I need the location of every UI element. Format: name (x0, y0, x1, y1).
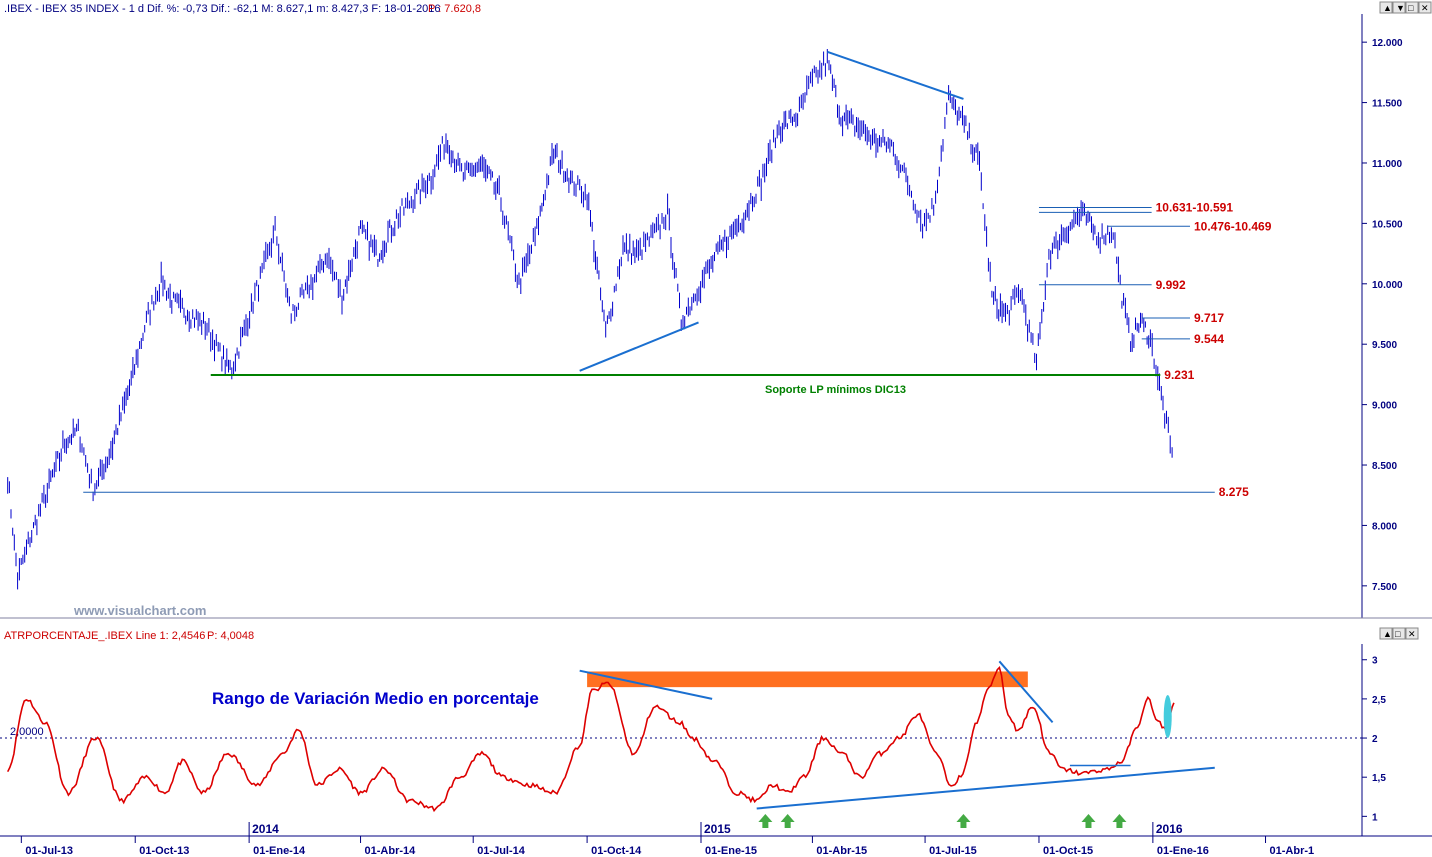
price-y-tick-label: 9.500 (1372, 340, 1397, 351)
x-axis: 01-Jul-13 01-Oct-13 01-Ene-14 01-Abr-14 01-J… (20, 822, 1315, 857)
price-y-tick-label: 8.000 (1372, 521, 1397, 532)
price-info-text: .IBEX - IBEX 35 INDEX - 1 d Dif. %: -0,7… (4, 3, 441, 15)
highlight-band (587, 671, 1028, 688)
scroll-down-button[interactable]: ▼ (1392, 1, 1406, 14)
close-icon: ✕ (1421, 3, 1429, 13)
level-label: 9.717 (1194, 311, 1224, 325)
price-y-tick-label: 12.000 (1372, 38, 1403, 49)
bottom-panel-window-buttons: ▲ □ ✕ (1379, 627, 1419, 640)
price-y-tick-label: 11.000 (1372, 159, 1402, 170)
ind-scroll-up-button[interactable]: ▲ (1379, 627, 1393, 640)
level-label: 10.631-10.591 (1156, 201, 1234, 215)
x-tick-label: 01-Oct-14 (591, 845, 642, 857)
level-label: 9.231 (1164, 368, 1194, 382)
reference-label: 2,0000 (10, 726, 44, 738)
up-arrow-icon (780, 814, 795, 828)
x-tick-label: 01-Ene-15 (705, 845, 757, 857)
top-panel-window-buttons: ▲ ▼ □ ✕ (1379, 1, 1432, 14)
ind-trendline (998, 660, 1054, 724)
scroll-up-button[interactable]: ▲ (1379, 1, 1393, 14)
ind-scroll-up-icon: ▲ (1383, 629, 1392, 639)
ind-y-tick-label: 1,5 (1372, 773, 1386, 784)
year-label: 2016 (1156, 822, 1183, 836)
x-tick-label: 01-Jul-15 (929, 845, 977, 857)
price-y-tick-label: 9.000 (1372, 401, 1397, 412)
ind-maximize-button[interactable]: □ (1392, 627, 1406, 640)
ind-trendline (579, 669, 713, 700)
x-tick-label: 01-Jul-14 (477, 845, 526, 857)
up-arrow-icon (1081, 814, 1096, 828)
indicator-header: ATRPORCENTAJE_.IBEX Line 1: 2,4546 P: 4,… (4, 630, 254, 642)
scroll-down-icon: ▼ (1396, 3, 1405, 13)
x-tick-label: 01-Abr-14 (365, 845, 417, 857)
x-tick-label: 01-Ene-16 (1157, 845, 1209, 857)
maximize-icon: □ (1408, 3, 1414, 13)
indicator-info-text: ATRPORCENTAJE_.IBEX Line 1: 2,4546 (4, 630, 205, 642)
level-label: 10.476-10.469 (1194, 219, 1272, 233)
price-trendline (826, 50, 964, 100)
support-label: Soporte LP mínimos DIC13 (765, 384, 906, 396)
price-y-tick-label: 8.500 (1372, 461, 1397, 472)
up-arrow-icon (758, 814, 773, 828)
close-button[interactable]: ✕ (1418, 1, 1432, 14)
ind-trendline (756, 766, 1215, 810)
indicator-title: Rango de Variación Medio en porcentaje (212, 689, 539, 708)
x-tick-label: 01-Jul-13 (25, 845, 73, 857)
ind-y-tick-label: 2 (1372, 734, 1378, 745)
watermark-text: www.visualchart.com (73, 603, 206, 618)
year-label: 2014 (252, 822, 279, 836)
level-label: 9.992 (1156, 278, 1186, 292)
indicator-panel: 3 2,5 2 1,5 1 2,0000 (0, 656, 1386, 828)
indicator-last-text: P: 4,0048 (207, 630, 254, 642)
x-tick-label: 01-Oct-13 (139, 845, 189, 857)
price-header: .IBEX - IBEX 35 INDEX - 1 d Dif. %: -0,7… (4, 3, 481, 15)
price-trendline (579, 321, 699, 372)
price-y-tick-label: 10.500 (1372, 219, 1403, 230)
up-arrow-icon (1112, 814, 1127, 828)
price-last-text: P : 7.620,8 (428, 3, 481, 15)
ind-y-tick-label: 3 (1372, 656, 1378, 667)
price-panel: 12.000 11.500 11.000 10.500 10.000 9.500 9.000… (7, 38, 1403, 593)
atr-line (6, 666, 1175, 813)
level-label: 8.275 (1219, 485, 1249, 499)
ind-y-tick-label: 2,5 (1372, 695, 1386, 706)
ind-y-tick-label: 1 (1372, 812, 1378, 823)
highlight-oval (1163, 694, 1172, 739)
year-label: 2015 (704, 822, 731, 836)
up-arrow-icon (956, 814, 971, 828)
level-label: 9.544 (1194, 332, 1224, 346)
maximize-button[interactable]: □ (1405, 1, 1419, 14)
x-tick-label: 01-Ene-14 (253, 845, 306, 857)
ind-close-icon: ✕ (1408, 629, 1416, 639)
scroll-up-icon: ▲ (1383, 3, 1392, 13)
x-tick-label: 01-Abr-15 (816, 845, 867, 857)
price-y-tick-label: 10.000 (1372, 280, 1403, 291)
x-tick-label: 01-Abr-1 (1270, 845, 1315, 857)
ind-maximize-icon: □ (1395, 629, 1401, 639)
price-y-tick-label: 11.500 (1372, 99, 1402, 110)
ind-close-button[interactable]: ✕ (1405, 627, 1419, 640)
x-tick-label: 01-Oct-15 (1043, 845, 1093, 857)
price-y-tick-label: 7.500 (1372, 582, 1397, 593)
